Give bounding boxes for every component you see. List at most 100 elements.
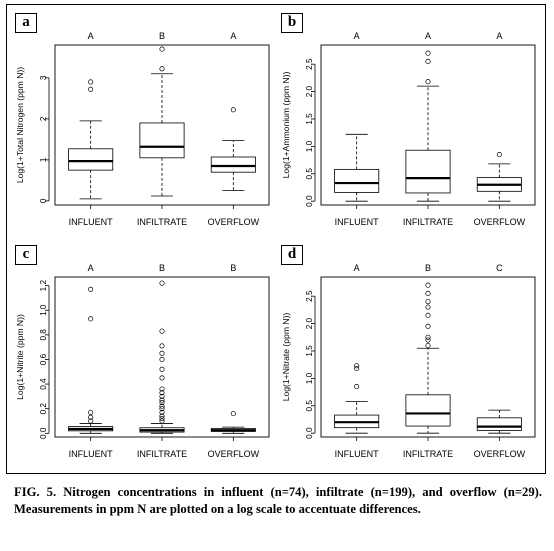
outlier-point: [159, 399, 165, 406]
category-label: OVERFLOW: [474, 217, 526, 227]
significance-letter: B: [159, 31, 165, 41]
outlier-point: [159, 280, 165, 286]
outlier-point: [159, 397, 165, 403]
category-label: INFILTRATE: [403, 217, 453, 227]
outlier-point: [88, 79, 94, 85]
figure-frame: 0 1 2 3 Log(1+Total Nitrogen (ppm N)) INFLUEN…: [6, 4, 546, 474]
outlier-point: [159, 386, 165, 392]
outlier-point: [159, 66, 165, 72]
y-tick-label: 2.5: [305, 58, 314, 70]
boxplot-nitrate: 0.0 0.5 1.0 1.5 2.0 2.5 Log(1+Nitrate (ppm N))…: [281, 263, 536, 459]
iqr-box: [405, 149, 451, 194]
outlier-point: [354, 365, 360, 372]
boxplot-total-nitrogen: 0 1 2 3 Log(1+Total Nitrogen (ppm N)) INFLUEN…: [15, 31, 270, 227]
outlier-point: [159, 350, 165, 356]
outlier-point: [425, 282, 431, 288]
panel-total-nitrogen: 0 1 2 3 Log(1+Total Nitrogen (ppm N)) INFLUEN…: [11, 9, 277, 237]
outlier-point: [425, 334, 431, 340]
significance-letter: B: [230, 263, 236, 273]
y-tick-label: 2.0: [305, 317, 314, 329]
panel-ammonium: 0.0 0.5 1.0 1.5 2.0 2.5 Log(1+Ammonium (ppm N)…: [277, 9, 543, 237]
boxplot-ammonium: 0.0 0.5 1.0 1.5 2.0 2.5 Log(1+Ammonium (ppm N)…: [281, 31, 536, 227]
y-tick-label: 2.5: [305, 290, 314, 302]
outlier-point: [88, 86, 94, 92]
significance-letter: A: [88, 263, 94, 273]
outlier-point: [88, 409, 94, 415]
y-axis-label: Log(1+Nitrate (ppm N)): [281, 313, 291, 402]
y-tick-label: 2: [39, 116, 48, 121]
outlier-point: [159, 375, 165, 381]
outlier-point: [88, 414, 94, 420]
y-tick-label: 1.0: [39, 304, 48, 316]
outlier-point: [159, 356, 165, 363]
outlier-point: [425, 299, 431, 305]
y-tick-label: 0.4: [39, 378, 48, 390]
outlier-point: [88, 418, 94, 424]
outlier-point: [354, 363, 360, 369]
panel-label: c: [15, 245, 37, 265]
significance-letter: B: [159, 263, 165, 273]
significance-letter: A: [88, 31, 94, 41]
outlier-point: [425, 323, 431, 329]
panel-label: a: [15, 13, 37, 33]
y-tick-label: 1.0: [305, 140, 314, 152]
outlier-point: [88, 316, 94, 322]
outlier-point: [425, 290, 431, 296]
outlier-point: [159, 366, 165, 372]
y-tick-label: 0.5: [305, 400, 314, 412]
category-label: INFILTRATE: [137, 217, 187, 227]
outlier-point: [159, 390, 165, 396]
y-tick-label: 2.0: [305, 85, 314, 97]
category-label: OVERFLOW: [208, 449, 260, 459]
category-label: INFLUENT: [335, 449, 380, 459]
outlier-point: [425, 337, 431, 343]
outlier-point: [159, 328, 165, 334]
outlier-point: [159, 415, 165, 422]
y-tick-label: 1.2: [39, 279, 48, 291]
category-label: INFILTRATE: [137, 449, 187, 459]
outlier-point: [425, 304, 431, 310]
category-label: INFILTRATE: [403, 449, 453, 459]
y-tick-label: 1.5: [305, 113, 314, 125]
y-tick-label: 0.6: [39, 353, 48, 365]
outlier-point: [425, 58, 431, 64]
y-tick-label: 1.0: [305, 372, 314, 384]
category-label: INFLUENT: [335, 217, 380, 227]
outlier-point: [159, 406, 165, 412]
iqr-box: [68, 148, 114, 171]
y-axis-label: Log(1+Ammonium (ppm N)): [281, 71, 291, 178]
y-tick-label: 0.0: [305, 195, 314, 207]
y-tick-label: 0.0: [39, 427, 48, 439]
significance-letter: A: [496, 31, 502, 41]
outlier-point: [354, 384, 360, 390]
y-axis-label: Log(1+Total Nitrogen (ppm N)): [15, 67, 25, 183]
y-tick-label: 1: [39, 157, 48, 162]
outlier-point: [159, 343, 165, 349]
y-tick-label: 0.0: [305, 427, 314, 439]
outlier-point: [496, 152, 502, 158]
outlier-point: [425, 50, 431, 56]
outlier-point: [425, 342, 431, 349]
iqr-box: [139, 122, 185, 159]
outlier-point: [159, 46, 165, 52]
significance-letter: C: [496, 263, 503, 273]
significance-letter: A: [425, 31, 431, 41]
y-tick-label: 0.8: [39, 329, 48, 341]
y-tick-label: 0.5: [305, 168, 314, 180]
significance-letter: B: [425, 263, 431, 273]
outlier-point: [425, 79, 431, 85]
significance-letter: A: [230, 31, 236, 41]
category-label: OVERFLOW: [208, 217, 260, 227]
outlier-point: [230, 107, 236, 113]
category-label: OVERFLOW: [474, 449, 526, 459]
y-tick-label: 1.5: [305, 345, 314, 357]
iqr-box: [405, 394, 451, 427]
figure-caption: FIG. 5. Nitrogen concentrations in influ…: [14, 485, 542, 516]
y-tick-label: 3: [39, 75, 48, 80]
significance-letter: A: [354, 263, 360, 273]
y-tick-label: 0: [39, 198, 48, 203]
y-axis-label: Log(1+Nitrite (ppm N)): [15, 314, 25, 400]
outlier-point: [230, 411, 236, 417]
panel-nitrate: 0.0 0.5 1.0 1.5 2.0 2.5 Log(1+Nitrate (ppm N))…: [277, 241, 543, 469]
outlier-point: [159, 413, 165, 419]
